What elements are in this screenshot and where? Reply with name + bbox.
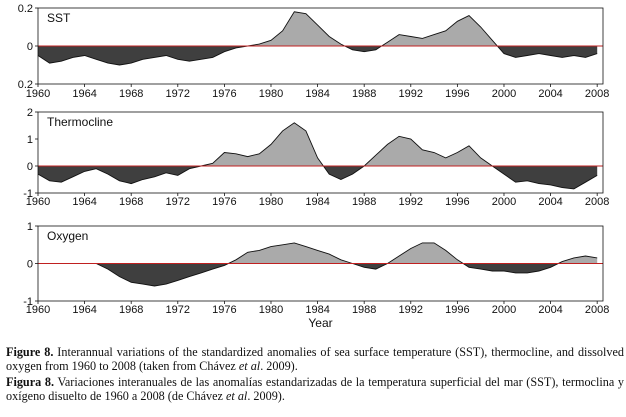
caption-english-etal: et al <box>238 359 261 374</box>
y-tick-label: 0 <box>27 259 33 271</box>
x-tick-label: 2004 <box>538 304 562 316</box>
x-axis-label: Year <box>308 316 332 330</box>
y-tick-label: 1 <box>27 221 33 233</box>
x-tick-label: 1992 <box>399 304 423 316</box>
positive-anomaly-area <box>38 11 598 46</box>
y-tick-label: 0 <box>27 161 33 173</box>
figure-caption: Figure 8. Interannual variations of the … <box>6 345 624 404</box>
x-tick-label: 1988 <box>352 88 376 100</box>
x-tick-label: 1996 <box>445 196 469 208</box>
y-tick-label: 0.2 <box>18 79 33 91</box>
negative-anomaly-area <box>38 46 598 65</box>
panel-sst <box>35 7 604 87</box>
x-tick-label: 2000 <box>492 88 516 100</box>
positive-anomaly-area <box>38 122 598 166</box>
series-line <box>37 122 598 190</box>
series-line <box>37 11 598 66</box>
x-tick-label: 2008 <box>585 304 609 316</box>
caption-spanish-end: . 2009). <box>247 388 285 403</box>
x-tick-label: 1980 <box>259 196 283 208</box>
x-tick-label: 1988 <box>352 304 376 316</box>
x-tick-label: 1976 <box>212 304 236 316</box>
panel-oxygen <box>35 225 604 304</box>
x-tick-label: 1996 <box>445 88 469 100</box>
x-tick-label: 2000 <box>492 196 516 208</box>
caption-spanish-text: Variaciones interanuales de las anomalía… <box>6 374 624 403</box>
y-tick-label: 1 <box>27 134 33 146</box>
caption-english-text: Interannual variations of the standardiz… <box>6 345 624 374</box>
x-tick-label: 2008 <box>585 88 609 100</box>
series-line <box>38 242 598 287</box>
x-tick-label: 1960 <box>26 304 50 316</box>
panel-label: SST <box>47 11 71 25</box>
x-tick-label: 1988 <box>352 196 376 208</box>
x-tick-label: 1964 <box>72 304 96 316</box>
x-tick-label: 1976 <box>212 196 236 208</box>
caption-english-label: Figure 8. <box>6 345 54 359</box>
axes-frame <box>37 111 604 194</box>
negative-anomaly-area <box>38 263 598 286</box>
x-tick-label: 1984 <box>305 196 329 208</box>
positive-anomaly-area <box>38 242 598 264</box>
x-tick-label: 1968 <box>119 88 143 100</box>
y-tick-label: 2 <box>27 107 33 119</box>
x-tick-label: 1968 <box>119 304 143 316</box>
x-tick-label: 1976 <box>212 88 236 100</box>
caption-spanish: Figura 8. Variaciones interanuales de la… <box>6 375 624 404</box>
x-tick-label: 1992 <box>399 88 423 100</box>
y-tick-label: -1 <box>23 296 33 308</box>
x-tick-label: 1972 <box>166 196 190 208</box>
x-tick-label: 2000 <box>492 304 516 316</box>
panel-label: Thermocline <box>47 115 113 129</box>
x-tick-label: 1972 <box>166 88 190 100</box>
x-tick-label: 1972 <box>166 304 190 316</box>
x-tick-label: 1984 <box>305 304 329 316</box>
x-tick-label: 1960 <box>26 196 50 208</box>
x-tick-label: 1980 <box>259 304 283 316</box>
x-tick-label: 2004 <box>538 196 562 208</box>
x-tick-label: 2004 <box>538 88 562 100</box>
caption-spanish-etal: et al <box>226 388 248 403</box>
x-tick-label: 2008 <box>585 196 609 208</box>
caption-spanish-label: Figura 8. <box>6 374 55 389</box>
y-tick-label: -1 <box>23 188 33 200</box>
x-tick-label: 1992 <box>399 196 423 208</box>
x-tick-label: 1980 <box>259 88 283 100</box>
panel-thermocline <box>35 111 604 196</box>
panel-label: Oxygen <box>47 229 88 243</box>
negative-anomaly-area <box>38 166 598 189</box>
caption-english-end: . 2009). <box>260 359 298 374</box>
y-tick-label: 0.2 <box>18 3 33 15</box>
x-tick-label: 1996 <box>445 304 469 316</box>
x-tick-label: 1960 <box>26 88 50 100</box>
x-tick-label: 1964 <box>72 196 96 208</box>
y-tick-label: 0 <box>27 41 33 53</box>
caption-english: Figure 8. Interannual variations of the … <box>6 345 624 374</box>
x-tick-label: 1968 <box>119 196 143 208</box>
x-tick-label: 1984 <box>305 88 329 100</box>
x-tick-label: 1964 <box>72 88 96 100</box>
